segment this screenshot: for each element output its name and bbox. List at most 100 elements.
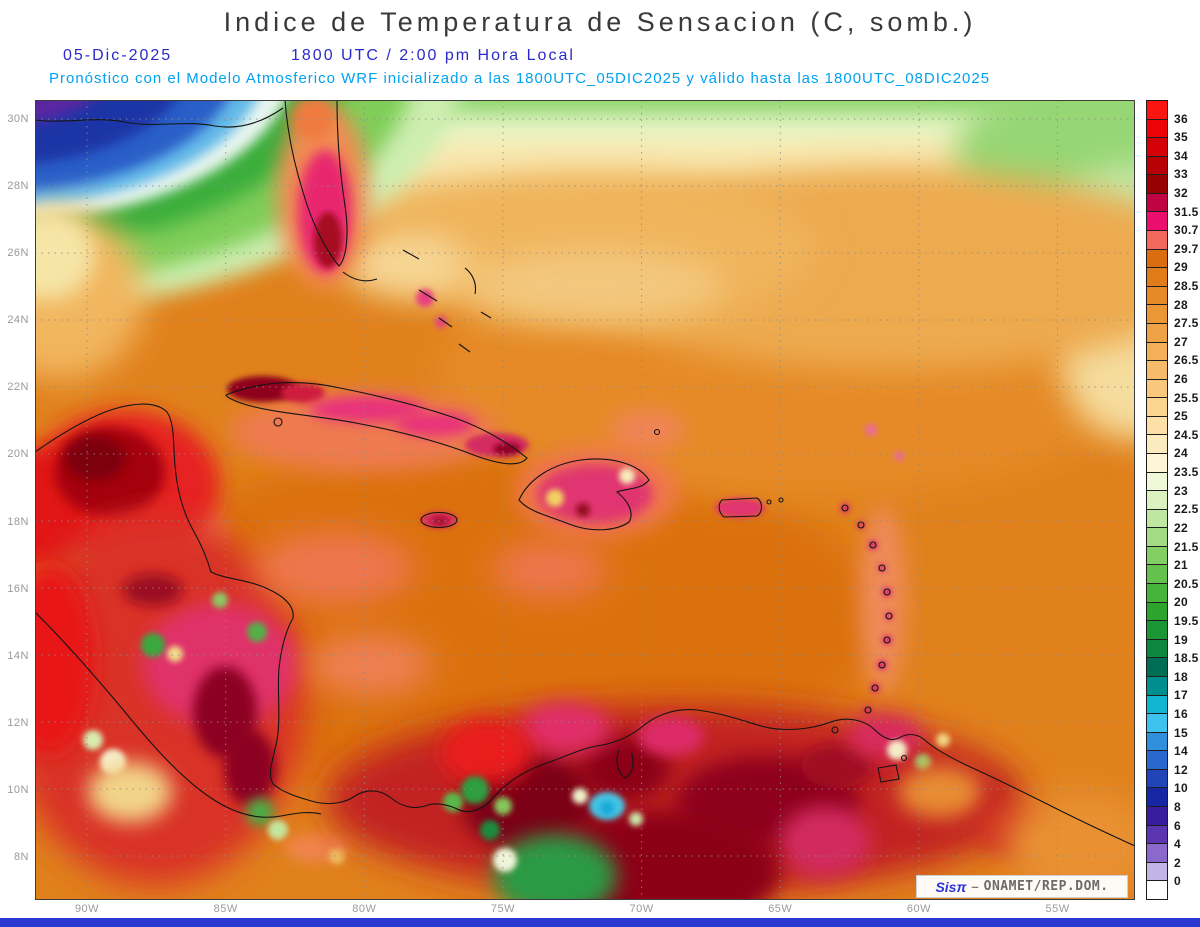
map-region bbox=[35, 100, 1135, 900]
colorbar-tick-label: 26 bbox=[1174, 372, 1188, 387]
lon-tick-label: 60W bbox=[906, 903, 931, 915]
lon-tick-label: 70W bbox=[629, 903, 654, 915]
colorbar-tick-label: 29 bbox=[1174, 260, 1188, 275]
colorbar-tick-label: 26.5 bbox=[1174, 353, 1199, 368]
lat-tick-label: 12N bbox=[7, 716, 29, 729]
lon-tick-label: 75W bbox=[490, 903, 515, 915]
colorbar-tick-label: 23.5 bbox=[1174, 465, 1199, 480]
colorbar-cell bbox=[1147, 268, 1167, 287]
colorbar-tick-label: 21 bbox=[1174, 558, 1188, 573]
colorbar-cell bbox=[1147, 584, 1167, 603]
colorbar-cell bbox=[1147, 416, 1167, 436]
colorbar-cell bbox=[1147, 639, 1167, 659]
colorbar-cell bbox=[1147, 212, 1167, 232]
colorbar-tick-label: 14 bbox=[1174, 744, 1188, 759]
colorbar-cell bbox=[1147, 342, 1167, 362]
colorbar-tick-label: 12 bbox=[1174, 762, 1188, 777]
colorbar-cell bbox=[1147, 565, 1167, 585]
colorbar-tick-label: 19 bbox=[1174, 632, 1188, 647]
lat-tick-label: 8N bbox=[13, 850, 29, 863]
colorbar-cell bbox=[1147, 862, 1167, 882]
lon-axis: 90W 85W 80W 75W 70W 65W 60W 55W bbox=[35, 903, 1135, 919]
colorbar-cell bbox=[1147, 695, 1167, 715]
colorbar-cell bbox=[1147, 101, 1167, 120]
lon-tick-label: 55W bbox=[1045, 903, 1070, 915]
colorbar-cell bbox=[1147, 249, 1167, 269]
colorbar-tick-label: 30.7 bbox=[1174, 223, 1199, 238]
colorbar-cells bbox=[1146, 100, 1168, 900]
lat-tick-label: 26N bbox=[7, 247, 29, 260]
colorbar: 36 35 34 33 32 31.5 30.7 29.7 29 28.5 28 27.5 27 26.5… bbox=[1146, 100, 1200, 900]
colorbar-cell bbox=[1147, 286, 1167, 306]
page-title: Indice de Temperatura de Sensacion (C, s… bbox=[223, 7, 977, 37]
watermark-brand: Sisπ bbox=[935, 878, 967, 895]
lon-tick-label: 85W bbox=[213, 903, 238, 915]
colorbar-cell bbox=[1147, 305, 1167, 324]
colorbar-tick-label: 15 bbox=[1174, 725, 1188, 740]
colorbar-cell bbox=[1147, 379, 1167, 399]
colorbar-cell bbox=[1147, 788, 1167, 807]
colorbar-tick-label: 24.5 bbox=[1174, 427, 1199, 442]
colorbar-cell bbox=[1147, 361, 1167, 380]
colorbar-cell bbox=[1147, 193, 1167, 213]
colorbar-tick-label: 10 bbox=[1174, 781, 1188, 796]
colorbar-cell bbox=[1147, 435, 1167, 454]
colorbar-cell bbox=[1147, 398, 1167, 417]
colorbar-tick-label: 22.5 bbox=[1174, 502, 1199, 517]
lat-tick-label: 14N bbox=[7, 649, 29, 662]
colorbar-cell bbox=[1147, 732, 1167, 752]
map-frame bbox=[35, 100, 1135, 900]
colorbar-tick-label: 19.5 bbox=[1174, 613, 1199, 628]
lat-tick-label: 16N bbox=[7, 582, 29, 595]
colorbar-tick-label: 0 bbox=[1174, 874, 1181, 889]
colorbar-tick-label: 34 bbox=[1174, 148, 1188, 163]
colorbar-cell bbox=[1147, 602, 1167, 622]
colorbar-tick-label: 25 bbox=[1174, 409, 1188, 424]
bottom-bar bbox=[0, 918, 1200, 927]
date-label: 05-Dic-2025 bbox=[63, 47, 173, 64]
lat-tick-label: 18N bbox=[7, 515, 29, 528]
colorbar-tick-label: 6 bbox=[1174, 818, 1181, 833]
colorbar-cell bbox=[1147, 621, 1167, 640]
forecast-label: Pronóstico con el Modelo Atmosferico WRF… bbox=[49, 70, 991, 87]
colorbar-cell bbox=[1147, 751, 1167, 770]
colorbar-cell bbox=[1147, 825, 1167, 845]
colorbar-cell bbox=[1147, 156, 1167, 176]
colorbar-cell bbox=[1147, 714, 1167, 733]
colorbar-tick-label: 25.5 bbox=[1174, 390, 1199, 405]
colorbar-cell bbox=[1147, 323, 1167, 343]
colorbar-tick-label: 16 bbox=[1174, 706, 1188, 721]
lon-tick-label: 90W bbox=[74, 903, 100, 915]
colorbar-tick-label: 22 bbox=[1174, 520, 1188, 535]
colorbar-tick-label: 18 bbox=[1174, 669, 1188, 684]
lon-tick-label: 65W bbox=[768, 903, 793, 915]
colorbar-tick-label: 2 bbox=[1174, 855, 1181, 870]
colorbar-tick-label: 27.5 bbox=[1174, 316, 1199, 331]
colorbar-cell bbox=[1147, 119, 1167, 139]
colorbar-cell bbox=[1147, 509, 1167, 529]
colorbar-cell bbox=[1147, 546, 1167, 566]
watermark-separator: – bbox=[971, 879, 979, 894]
colorbar-tick-label: 29.7 bbox=[1174, 241, 1199, 256]
colorbar-tick-label: 20 bbox=[1174, 595, 1188, 610]
colorbar-cell bbox=[1147, 658, 1167, 677]
colorbar-cell bbox=[1147, 453, 1167, 473]
map-canvas bbox=[35, 100, 1135, 900]
colorbar-cell bbox=[1147, 806, 1167, 826]
colorbar-tick-label: 28.5 bbox=[1174, 279, 1199, 294]
grid-lines bbox=[35, 100, 1135, 900]
lat-tick-label: 10N bbox=[7, 783, 29, 796]
lon-tick-label: 80W bbox=[352, 903, 377, 915]
colorbar-tick-label: 31.5 bbox=[1174, 204, 1199, 219]
watermark-source: ONAMET/REP.DOM. bbox=[983, 879, 1109, 894]
colorbar-cell bbox=[1147, 844, 1167, 863]
colorbar-cell bbox=[1147, 528, 1167, 547]
colorbar-cell bbox=[1147, 231, 1167, 250]
colorbar-tick-label: 35 bbox=[1174, 130, 1188, 145]
lat-tick-label: 28N bbox=[7, 180, 29, 193]
colorbar-tick-label: 28 bbox=[1174, 297, 1188, 312]
lat-tick-label: 20N bbox=[7, 448, 29, 461]
colorbar-cell bbox=[1147, 138, 1167, 157]
colorbar-cell bbox=[1147, 491, 1167, 510]
lat-tick-label: 22N bbox=[7, 381, 29, 394]
